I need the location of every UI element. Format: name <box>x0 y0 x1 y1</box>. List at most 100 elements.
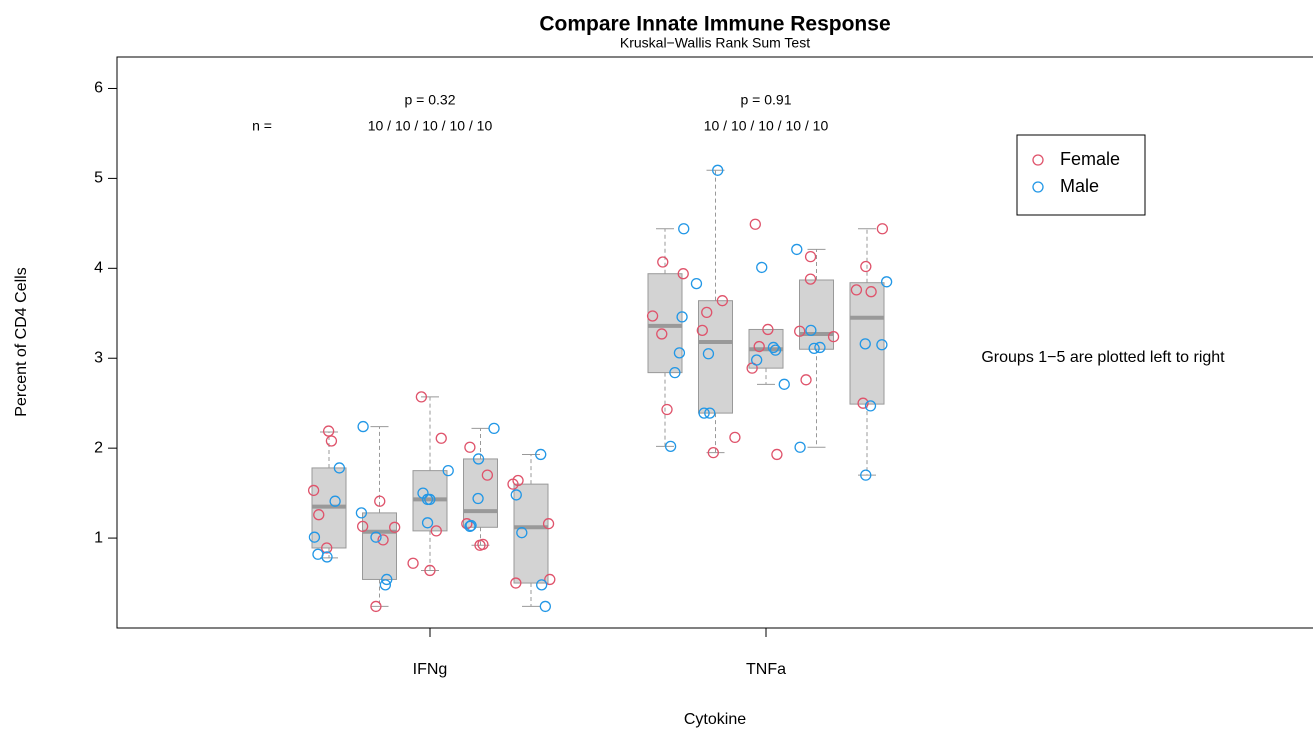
chart-title: Compare Innate Immune Response <box>539 13 890 36</box>
legend-marker <box>1032 181 1044 193</box>
point <box>481 469 494 481</box>
point <box>333 462 346 474</box>
point <box>321 551 333 563</box>
point <box>762 323 774 336</box>
point <box>507 478 519 490</box>
point <box>516 527 528 539</box>
chart-subtitle: Kruskal−Wallis Rank Sum Test <box>620 35 810 51</box>
point <box>646 310 659 322</box>
p-value: p = 0.32 <box>405 92 456 108</box>
point <box>704 407 716 419</box>
point <box>729 431 741 444</box>
point <box>860 260 872 273</box>
point <box>356 520 369 533</box>
point <box>370 531 382 543</box>
point <box>880 276 893 288</box>
point <box>860 469 872 481</box>
point <box>465 519 477 532</box>
point <box>876 339 888 351</box>
n-label: n = <box>252 118 272 134</box>
box <box>698 300 733 414</box>
y-tick-label: 6 <box>94 80 103 97</box>
point <box>664 440 677 453</box>
point <box>677 268 689 280</box>
box <box>513 483 549 584</box>
point <box>771 448 783 461</box>
point <box>749 218 761 230</box>
point <box>510 577 522 589</box>
point <box>357 420 369 433</box>
point <box>374 495 386 507</box>
point <box>864 400 877 412</box>
point <box>656 328 668 340</box>
point <box>435 432 447 444</box>
point <box>804 273 817 285</box>
point <box>535 448 547 461</box>
point <box>542 518 555 530</box>
y-tick-label: 5 <box>94 170 103 187</box>
point <box>673 347 686 359</box>
x-tick-label: IFNg <box>413 661 448 678</box>
point <box>857 397 869 409</box>
point <box>804 250 817 263</box>
p-value: p = 0.91 <box>741 92 792 108</box>
point <box>751 354 763 366</box>
point <box>767 341 780 354</box>
n-values: 10 / 10 / 10 / 10 / 10 <box>368 118 493 134</box>
point <box>701 306 713 319</box>
n-values: 10 / 10 / 10 / 10 / 10 <box>704 118 829 134</box>
point <box>313 509 325 521</box>
point <box>472 453 485 465</box>
point <box>377 534 389 546</box>
point <box>716 295 729 307</box>
point <box>827 331 840 343</box>
point <box>510 489 522 501</box>
point <box>794 325 806 337</box>
y-tick-label: 4 <box>94 260 103 277</box>
point <box>707 447 719 459</box>
point <box>850 284 863 296</box>
point <box>474 539 486 551</box>
point <box>379 579 392 591</box>
box <box>362 512 397 580</box>
point <box>791 243 803 256</box>
point <box>464 520 476 533</box>
point <box>678 223 690 235</box>
plot-frame <box>116 56 1313 629</box>
point <box>421 517 434 529</box>
point <box>355 507 368 519</box>
point <box>464 441 476 453</box>
point <box>800 374 812 386</box>
y-tick-label: 1 <box>94 529 103 546</box>
y-tick-label: 2 <box>94 439 103 456</box>
point <box>307 484 320 497</box>
point <box>696 324 708 337</box>
legend-label: Male <box>1060 176 1099 196</box>
point <box>702 348 715 360</box>
point <box>805 324 817 337</box>
point <box>488 422 500 435</box>
point <box>308 531 321 543</box>
x-axis-label: Cytokine <box>684 711 746 728</box>
point <box>442 464 454 477</box>
point <box>370 600 382 613</box>
point <box>712 164 724 176</box>
point <box>669 366 681 379</box>
point <box>325 435 338 447</box>
point <box>415 391 428 403</box>
point <box>539 600 551 613</box>
point <box>544 573 556 586</box>
point <box>769 344 782 356</box>
point <box>876 223 889 235</box>
point <box>472 492 484 505</box>
point <box>808 342 820 354</box>
point <box>536 579 548 591</box>
point <box>661 403 673 416</box>
legend-marker <box>1032 154 1044 166</box>
point <box>424 564 436 577</box>
point <box>756 261 768 274</box>
point <box>389 521 401 533</box>
point <box>407 557 419 569</box>
point <box>430 525 442 537</box>
